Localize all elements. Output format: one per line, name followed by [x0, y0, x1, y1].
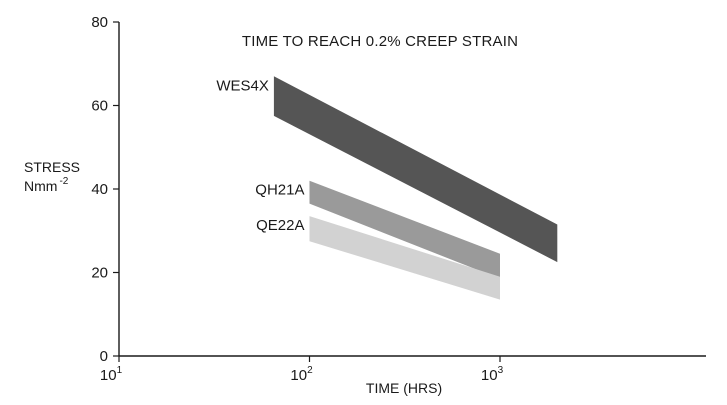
band-layer	[273, 76, 558, 300]
x-axis-label: TIME (HRS)	[366, 380, 442, 396]
band-label-wes4x: WES4X	[216, 77, 269, 94]
x-tick-label: 103	[481, 365, 504, 384]
chart-title: TIME TO REACH 0.2% CREEP STRAIN	[242, 33, 518, 50]
y-axis-unit: Nmm -2	[24, 176, 69, 194]
band-label-layer: WES4X QH21A QE22A	[216, 77, 304, 234]
x-tick-label: 102	[290, 365, 313, 384]
band-qh21a	[309, 180, 500, 279]
band-qe22a	[309, 216, 500, 300]
x-tick-layer: 101 102 103	[100, 356, 504, 384]
y-axis-label: STRESS	[24, 159, 80, 175]
y-tick-label: 60	[91, 98, 108, 115]
y-unit-exponent: -2	[59, 176, 68, 187]
y-unit-base: Nmm	[24, 178, 57, 194]
band-label-qh21a: QH21A	[255, 182, 304, 199]
x-tick-label: 101	[100, 365, 123, 384]
y-tick-layer: 0 20 40 60 80	[91, 14, 119, 365]
y-tick-label: 40	[91, 181, 108, 198]
band-wes4x	[273, 76, 558, 263]
band-label-qe22a: QE22A	[256, 217, 304, 234]
y-tick-label: 20	[91, 265, 108, 282]
y-tick-label: 80	[91, 14, 108, 31]
y-tick-label: 0	[100, 348, 108, 365]
